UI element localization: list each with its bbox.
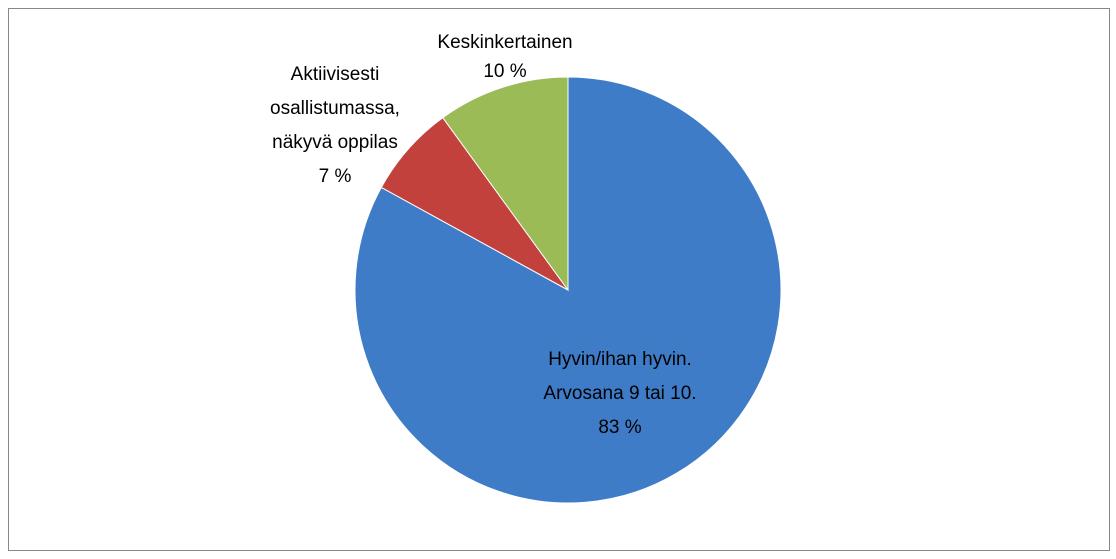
slice-label: Aktiivisesti <box>291 64 380 85</box>
slice-label: Arvosana 9 tai 10. <box>543 383 696 404</box>
slice-label: Keskinkertainen <box>437 32 572 53</box>
slice-label: näkyvä oppilas <box>272 132 398 153</box>
pie-slice <box>442 76 569 292</box>
slice-value-label: 7 % <box>319 166 352 187</box>
pie-slice <box>354 76 782 504</box>
slice-label: Hyvin/ihan hyvin. <box>548 349 692 370</box>
slice-label: osallistumassa, <box>270 98 400 119</box>
slice-value-label: 10 % <box>483 61 526 82</box>
slice-value-label: 83 % <box>598 417 641 438</box>
